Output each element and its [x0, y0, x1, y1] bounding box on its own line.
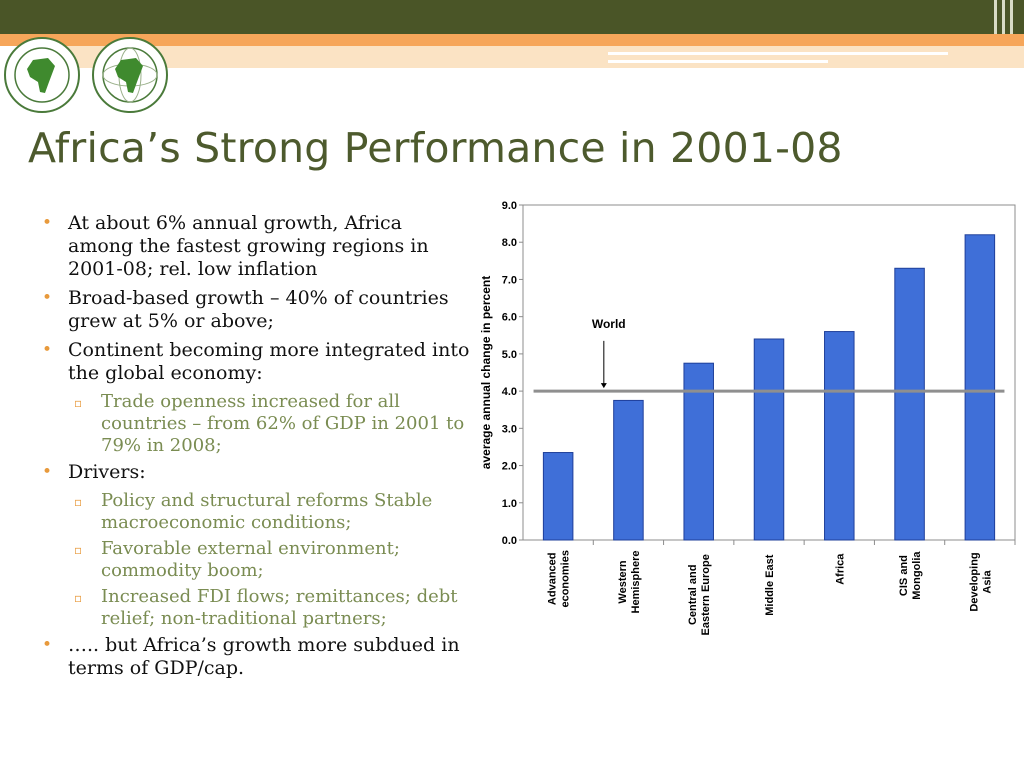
bar	[964, 234, 996, 541]
x-tick-label-line: Asia	[981, 570, 993, 594]
bullet-dot-icon: •	[42, 635, 53, 655]
header-bar-dark	[0, 0, 1024, 34]
header-stripe	[1002, 0, 1005, 40]
bullet-text: Trade openness increased for all countri…	[101, 391, 465, 456]
x-tick-label-line: Hemisphere	[630, 551, 642, 614]
x-tick-label: Advanced economies	[547, 550, 572, 607]
x-tick-label-line: Middle East	[764, 554, 776, 615]
header-bar-pale	[40, 46, 1024, 68]
bullet-dot-icon: •	[42, 340, 53, 360]
x-tick-label: Central and Eastern Europe	[687, 554, 712, 635]
bullet-item: • Broad-based growth – 40% of countries g…	[30, 287, 470, 333]
slide-title: Africa’s Strong Performance in 2001-08	[28, 124, 843, 172]
x-tick-label-line: Western	[617, 560, 629, 603]
x-tick-label: Western Hemisphere	[617, 551, 642, 614]
x-tick-label-line: Africa	[834, 553, 846, 585]
y-tick-label: 8.0	[502, 237, 517, 249]
x-tick-label-line: Mongolia	[911, 551, 923, 600]
bar	[613, 399, 644, 541]
header-stripe-line	[608, 52, 948, 55]
bullet-item: • ….. but Africa’s growth more subdued in…	[30, 634, 470, 680]
y-axis-label: average annual change in percent	[479, 276, 493, 469]
bullet-text: Drivers:	[68, 461, 146, 483]
y-tick-label: 0.0	[502, 535, 517, 547]
x-tick-label-line: Developing	[968, 552, 980, 611]
world-label: World	[592, 317, 626, 331]
x-tick-label: Africa	[834, 553, 846, 585]
sub-bullet-item: ▫ Trade openness increased for all countr…	[30, 391, 470, 457]
world-arrow-head-icon	[600, 383, 607, 389]
header-stripe	[1010, 0, 1013, 40]
bullet-text: Broad-based growth – 40% of countries gr…	[68, 287, 449, 332]
bar	[824, 331, 855, 541]
y-tick-label: 5.0	[502, 349, 517, 361]
x-tick-label-line: Eastern Europe	[700, 554, 712, 635]
sub-bullet-item: ▫ Increased FDI flows; remittances; debt …	[30, 586, 470, 630]
bullet-item: • Continent becoming more integrated into…	[30, 339, 470, 385]
afdb-bank-logo-icon	[3, 36, 81, 114]
y-tick-label: 3.0	[502, 423, 517, 435]
bullet-dot-icon: •	[42, 213, 53, 233]
y-tick-label: 1.0	[502, 498, 517, 510]
bullet-item: • Drivers:	[30, 461, 470, 484]
afdb-fund-logo-icon	[91, 36, 169, 114]
bar	[683, 362, 714, 541]
y-tick-label: 4.0	[502, 386, 517, 398]
x-tick-label: Middle East	[764, 554, 776, 615]
bullet-square-icon: ▫	[74, 543, 83, 557]
bar	[753, 338, 785, 541]
y-tick-label: 7.0	[502, 274, 517, 286]
x-tick-label-line: Central and	[687, 565, 699, 626]
x-tick-label-line: CIS and	[898, 555, 910, 596]
x-tick-label: CIS and Mongolia	[898, 551, 923, 600]
bar	[542, 452, 574, 541]
bullet-text: Favorable external environment; commodit…	[101, 538, 400, 581]
bullet-square-icon: ▫	[74, 591, 83, 605]
bullet-square-icon: ▫	[74, 396, 83, 410]
x-tick-label-line: Advanced	[547, 553, 559, 606]
bullet-dot-icon: •	[42, 462, 53, 482]
x-tick-label: Developing Asia	[968, 552, 993, 611]
x-tick-label-line: economies	[560, 550, 572, 607]
y-tick-label: 2.0	[502, 461, 517, 473]
bullet-square-icon: ▫	[74, 495, 83, 509]
header-stripe-line	[608, 60, 828, 63]
bar	[894, 267, 925, 541]
bullet-text: Policy and structural reforms Stable mac…	[101, 490, 433, 533]
bullet-text: Continent becoming more integrated into …	[68, 339, 470, 384]
bullet-text: At about 6% annual growth, Africa among …	[68, 212, 429, 280]
growth-bar-chart: 0.0 1.0 2.0 3.0 4.0 5.0 6.0 7.0 8.0 9.0 Advanced e…	[479, 200, 1016, 635]
sub-bullet-item: ▫ Favorable external environment; commodi…	[30, 538, 470, 582]
y-tick-label: 6.0	[502, 312, 517, 324]
y-tick-label: 9.0	[502, 200, 517, 212]
header-stripe	[994, 0, 997, 40]
bullet-item: • At about 6% annual growth, Africa among…	[30, 212, 470, 281]
bullet-text: ….. but Africa’s growth more subdued in …	[68, 634, 460, 679]
bullet-text: Increased FDI flows; remittances; debt r…	[101, 586, 458, 629]
header-bar-orange	[0, 34, 1024, 46]
sub-bullet-item: ▫ Policy and structural reforms Stable ma…	[30, 490, 470, 534]
bullet-list: • At about 6% annual growth, Africa among…	[30, 212, 470, 686]
bullet-dot-icon: •	[42, 288, 53, 308]
